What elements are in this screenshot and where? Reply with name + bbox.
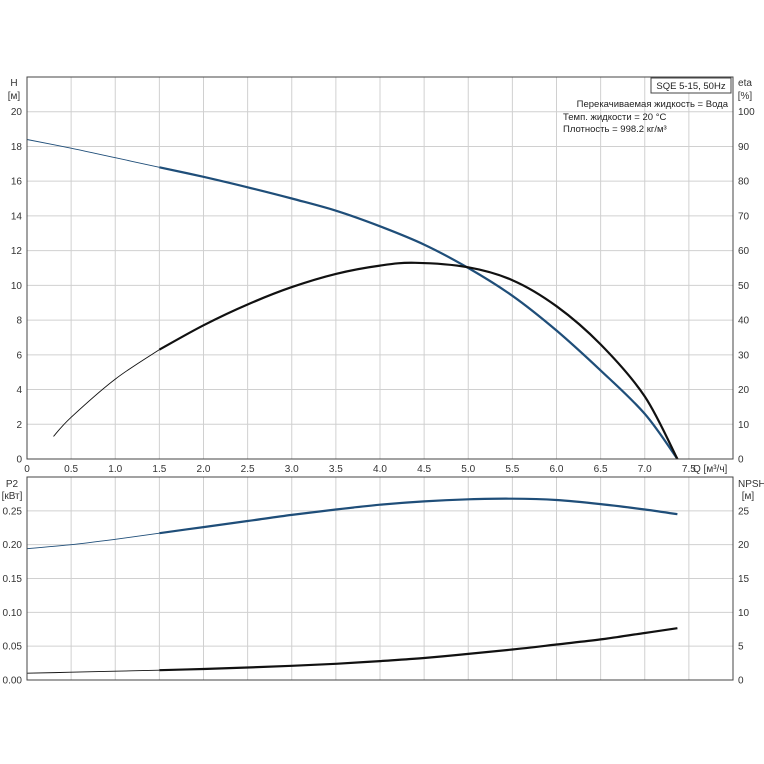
y-right-tick-label: 100 bbox=[738, 107, 755, 118]
y-right-tick-label: 0 bbox=[738, 676, 744, 687]
top-series-0-extrapolated-line bbox=[26, 139, 160, 168]
y-right-tick-label: 5 bbox=[738, 642, 744, 653]
y-left-tick-label: 14 bbox=[11, 211, 23, 222]
x-tick-label: 0 bbox=[24, 464, 30, 475]
y-left-tick-label: 20 bbox=[11, 107, 23, 118]
info-line-density: Плотность = 998.2 кг/м³ bbox=[563, 124, 667, 135]
y2-right-label-line2: [м] bbox=[742, 491, 755, 502]
y-right-tick-label: 90 bbox=[738, 142, 750, 153]
y-left-tick-label: 0.25 bbox=[3, 506, 23, 517]
y-left-tick-label: 12 bbox=[11, 246, 23, 257]
y-right-tick-label: 20 bbox=[738, 385, 750, 396]
y-left-label-line1: H bbox=[10, 78, 17, 89]
x-tick-label: 2.5 bbox=[241, 464, 255, 475]
y-left-tick-label: 18 bbox=[11, 142, 23, 153]
y-left-tick-label: 2 bbox=[16, 420, 22, 431]
y-left-label-line2: [м] bbox=[8, 91, 21, 102]
y-right-tick-label: 60 bbox=[738, 246, 750, 257]
bottom-plot-frame bbox=[26, 476, 734, 681]
x-tick-label: 7.5 bbox=[682, 464, 696, 475]
y-right-tick-label: 30 bbox=[738, 350, 750, 361]
top-series-1-extrapolated-line bbox=[53, 349, 160, 437]
y-right-tick-label: 15 bbox=[738, 574, 750, 585]
y2-right-label-line1: NPSH bbox=[738, 479, 764, 490]
y-left-tick-label: 0.00 bbox=[3, 676, 23, 687]
bottom-series-0-extrapolated-line bbox=[26, 532, 160, 550]
y-right-tick-label: 50 bbox=[738, 281, 750, 292]
x-tick-label: 2.0 bbox=[197, 464, 211, 475]
top-series-0-line bbox=[159, 166, 679, 460]
info-line-liquid: Перекачиваемая жидкость = Вода bbox=[577, 99, 729, 110]
power-npsh-plot: 0.00 0.05 0.10 0.15 0.20 0.25 0 5 10 15 20 25 P2 [к… bbox=[2, 476, 764, 687]
y2-left-label-line2: [кВт] bbox=[2, 491, 23, 502]
chart-title-box bbox=[650, 77, 732, 94]
top-series-1-line bbox=[158, 261, 679, 460]
x-tick-label: 3.0 bbox=[285, 464, 299, 475]
y-left-tick-label: 4 bbox=[16, 385, 22, 396]
y-right-tick-label: 10 bbox=[738, 420, 750, 431]
y2-left-label-line1: P2 bbox=[6, 479, 19, 490]
y-right-label-line2: [%] bbox=[738, 91, 753, 102]
y-left-tick-label: 10 bbox=[11, 281, 23, 292]
y-left-tick-label: 8 bbox=[16, 316, 22, 327]
x-tick-label: 4.5 bbox=[417, 464, 431, 475]
top-tick-labels: 0 2 4 6 8 10 12 14 16 18 20 0 10 20 30 40 50 60 70 80 90 100 0… bbox=[11, 107, 755, 475]
x-tick-label: 7.0 bbox=[638, 464, 652, 475]
bottom-series-1-extrapolated-line bbox=[26, 669, 160, 674]
y-right-label-line1: eta bbox=[738, 78, 752, 89]
y-left-tick-label: 0.10 bbox=[3, 608, 23, 619]
y-left-tick-label: 0.05 bbox=[3, 642, 23, 653]
y-left-tick-label: 0.15 bbox=[3, 574, 23, 585]
y-left-tick-label: 16 bbox=[11, 177, 23, 188]
chart-title: SQE 5-15, 50Hz bbox=[656, 81, 725, 92]
bottom-series-1-line bbox=[159, 627, 678, 672]
x-tick-label: 0.5 bbox=[64, 464, 78, 475]
x-tick-label: 3.5 bbox=[329, 464, 343, 475]
bottom-series-group bbox=[26, 497, 678, 674]
head-efficiency-plot: 0 2 4 6 8 10 12 14 16 18 20 0 10 20 30 40 50 60 70 80 90 100 0… bbox=[8, 76, 755, 475]
x-tick-label: 4.0 bbox=[373, 464, 387, 475]
x-tick-label: 5.5 bbox=[505, 464, 519, 475]
y-left-tick-label: 0 bbox=[16, 455, 22, 466]
x-axis-label: Q [м³/ч] bbox=[693, 464, 728, 475]
y-right-tick-label: 0 bbox=[738, 455, 744, 466]
x-tick-label: 6.0 bbox=[550, 464, 564, 475]
y-right-tick-label: 20 bbox=[738, 540, 750, 551]
x-tick-label: 1.5 bbox=[152, 464, 166, 475]
x-tick-label: 1.0 bbox=[108, 464, 122, 475]
x-tick-label: 6.5 bbox=[594, 464, 608, 475]
bottom-series-0-line bbox=[159, 497, 678, 535]
bottom-grid bbox=[27, 477, 733, 680]
y-right-tick-label: 25 bbox=[738, 506, 750, 517]
y-right-tick-label: 80 bbox=[738, 177, 750, 188]
x-tick-label: 5.0 bbox=[461, 464, 475, 475]
info-line-temperature: Темп. жидкости = 20 °C bbox=[563, 112, 666, 123]
top-plot-frame bbox=[26, 76, 734, 460]
y-right-tick-label: 70 bbox=[738, 211, 750, 222]
y-left-tick-label: 6 bbox=[16, 350, 22, 361]
bottom-tick-labels: 0.00 0.05 0.10 0.15 0.20 0.25 0 5 10 15 20 25 bbox=[3, 506, 750, 686]
y-left-tick-label: 0.20 bbox=[3, 540, 23, 551]
top-series-group bbox=[26, 139, 679, 460]
y-right-tick-label: 10 bbox=[738, 608, 750, 619]
y-right-tick-label: 40 bbox=[738, 316, 750, 327]
